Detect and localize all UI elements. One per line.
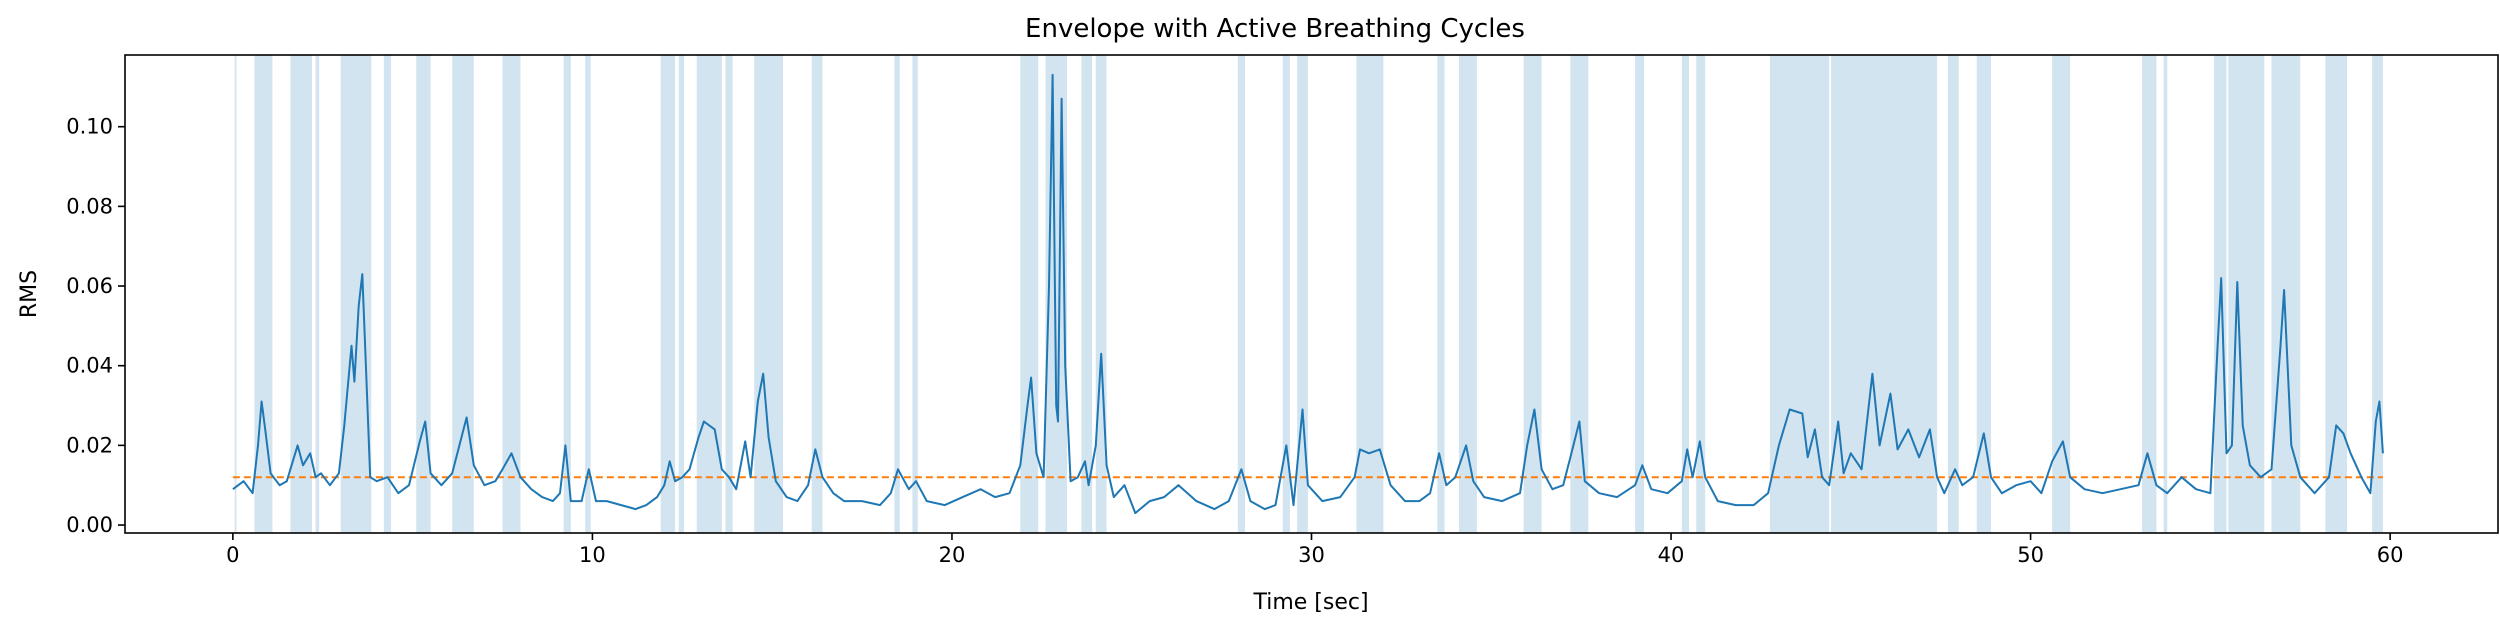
active-span (1081, 55, 1093, 533)
active-span (2325, 55, 2347, 533)
x-tick-label: 50 (2017, 543, 2044, 567)
active-span (660, 55, 676, 533)
x-tick-label: 30 (1298, 543, 1325, 567)
active-span (1356, 55, 1384, 533)
active-span (502, 55, 521, 533)
active-span (912, 55, 918, 533)
x-tick-label: 60 (2377, 543, 2404, 567)
active-span (1297, 55, 1308, 533)
active-span (1437, 55, 1445, 533)
envelope-series-group (232, 73, 2384, 515)
active-span (2228, 55, 2265, 533)
y-tick-label: 0.06 (66, 274, 113, 298)
active-span (894, 55, 900, 533)
active-span (2163, 55, 2168, 533)
active-span (1570, 55, 1589, 533)
active-span (2271, 55, 2301, 533)
active-spans (234, 55, 2383, 533)
active-span (754, 55, 783, 533)
active-span (1831, 55, 1938, 533)
active-span (2142, 55, 2157, 533)
active-span (1237, 55, 1245, 533)
y-tick-label: 0.02 (66, 433, 113, 457)
active-span (1282, 55, 1290, 533)
active-span (563, 55, 571, 533)
active-span (1523, 55, 1542, 533)
active-span (1681, 55, 1690, 533)
active-span (678, 55, 685, 533)
x-tick-label: 0 (226, 543, 239, 567)
active-span (585, 55, 591, 533)
y-axis: 0.00 0.02 0.04 0.06 0.08 0.10 (66, 115, 125, 537)
active-span (234, 55, 237, 533)
x-tick-label: 20 (939, 543, 966, 567)
active-span (811, 55, 823, 533)
active-span (1020, 55, 1039, 533)
active-span (1458, 55, 1477, 533)
active-span (290, 55, 312, 533)
y-tick-label: 0.08 (66, 194, 113, 218)
x-tick-label: 10 (579, 543, 606, 567)
active-span (340, 55, 372, 533)
y-tick-label: 0.10 (66, 115, 113, 139)
chart-title: Envelope with Active Breathing Cycles (1025, 14, 1525, 44)
active-span (254, 55, 273, 533)
active-span (383, 55, 392, 533)
active-span (1976, 55, 1992, 533)
plot-frame (124, 54, 2499, 534)
active-span (416, 55, 431, 533)
active-span (452, 55, 474, 533)
active-span (1696, 55, 1706, 533)
x-tick-label: 40 (1658, 543, 1685, 567)
active-span (1635, 55, 1645, 533)
active-span (315, 55, 320, 533)
x-axis: 0 10 20 30 40 50 60 (226, 533, 2404, 567)
active-span (725, 55, 733, 533)
active-span (696, 55, 722, 533)
y-tick-label: 0.00 (66, 513, 113, 537)
active-span (1095, 55, 1107, 533)
active-span (2052, 55, 2071, 533)
active-span (2372, 55, 2383, 533)
envelope-line (232, 73, 2384, 515)
active-span (1947, 55, 1959, 533)
x-axis-label: Time [sec] (1252, 590, 1368, 615)
y-axis-label: RMS (17, 270, 42, 318)
y-tick-label: 0.04 (66, 354, 113, 378)
